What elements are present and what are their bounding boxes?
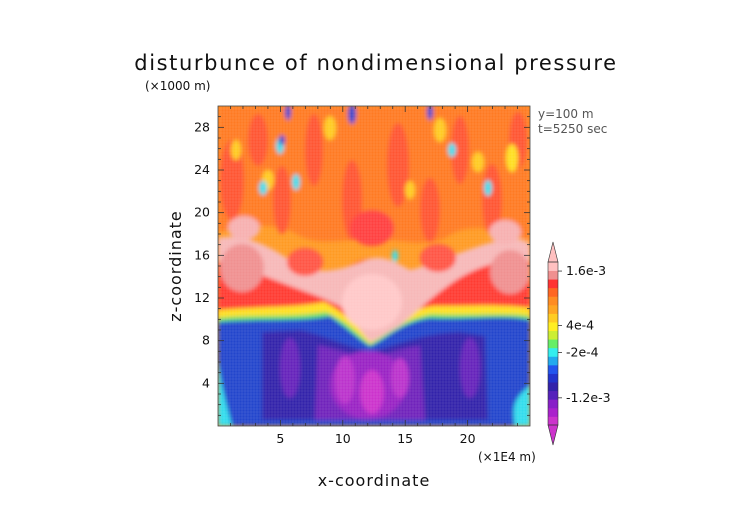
x-axis-label: x-coordinate <box>318 471 431 490</box>
colorbar-swatch <box>548 382 558 392</box>
x-tick-label: 20 <box>460 431 476 446</box>
colorbar-swatch <box>548 373 558 383</box>
chart-title: disturbunce of nondimensional pressure <box>134 51 617 75</box>
contour-field <box>218 106 530 426</box>
colorbar-swatch <box>548 390 558 400</box>
y-tick-label: 24 <box>194 162 210 177</box>
band-green <box>218 312 530 346</box>
x-axis-unit: (×1E4 m) <box>478 450 536 464</box>
x-tick-label: 5 <box>276 431 284 446</box>
colorbar-swatch <box>548 416 558 426</box>
colorbar-swatch <box>548 339 558 349</box>
y-axis-unit: (×1000 m) <box>145 79 210 93</box>
colorbar-swatch <box>548 304 558 314</box>
colorbar-tick-label: 4e-4 <box>566 317 594 332</box>
y-tick-label: 20 <box>194 205 210 220</box>
colorbar-swatch <box>548 330 558 340</box>
y-tick-label: 8 <box>202 333 210 348</box>
colorbar-swatch <box>548 364 558 374</box>
colorbar-swatch <box>548 347 558 357</box>
y-tick-label: 12 <box>194 290 210 305</box>
colorbar-extend-max <box>547 241 559 263</box>
colorbar-tick-label: 1.6e-3 <box>566 263 606 278</box>
colorbar-extend-min <box>547 424 559 446</box>
colorbar-swatch <box>548 296 558 306</box>
colorbar-tick-label: -1.2e-3 <box>566 390 611 405</box>
grid-texture <box>218 106 530 426</box>
colorbar-swatch <box>548 279 558 289</box>
colorbar-swatch <box>548 287 558 297</box>
colorbar-swatch <box>548 322 558 332</box>
colorbar-frame <box>547 261 559 426</box>
x-axis: 5 10 15 20 <box>230 106 518 446</box>
colorbar-swatch <box>548 262 558 271</box>
band-yellow <box>218 302 530 344</box>
colorbar: 1.6e-3 4e-4 -2e-4 -1.2e-3 <box>547 241 611 446</box>
colorbar-swatch <box>548 270 558 280</box>
y-axis: 4 8 12 16 20 24 28 <box>194 116 530 416</box>
y-tick-label: 28 <box>194 119 210 134</box>
colorbar-swatch <box>548 407 558 417</box>
x-tick-label: 10 <box>335 431 351 446</box>
x-tick-label: 15 <box>397 431 413 446</box>
colorbar-tick-label: -2e-4 <box>566 345 599 360</box>
annotation-t: t=5250 sec <box>538 122 607 136</box>
y-axis-label: z-coordinate <box>166 210 185 322</box>
colorbar-swatch <box>548 399 558 409</box>
y-tick-label: 4 <box>202 375 210 390</box>
y-tick-label: 16 <box>194 247 210 262</box>
annotation-y: y=100 m <box>538 107 594 121</box>
colorbar-swatch <box>548 356 558 366</box>
plot-area <box>217 105 531 427</box>
colorbar-swatch <box>548 313 558 323</box>
